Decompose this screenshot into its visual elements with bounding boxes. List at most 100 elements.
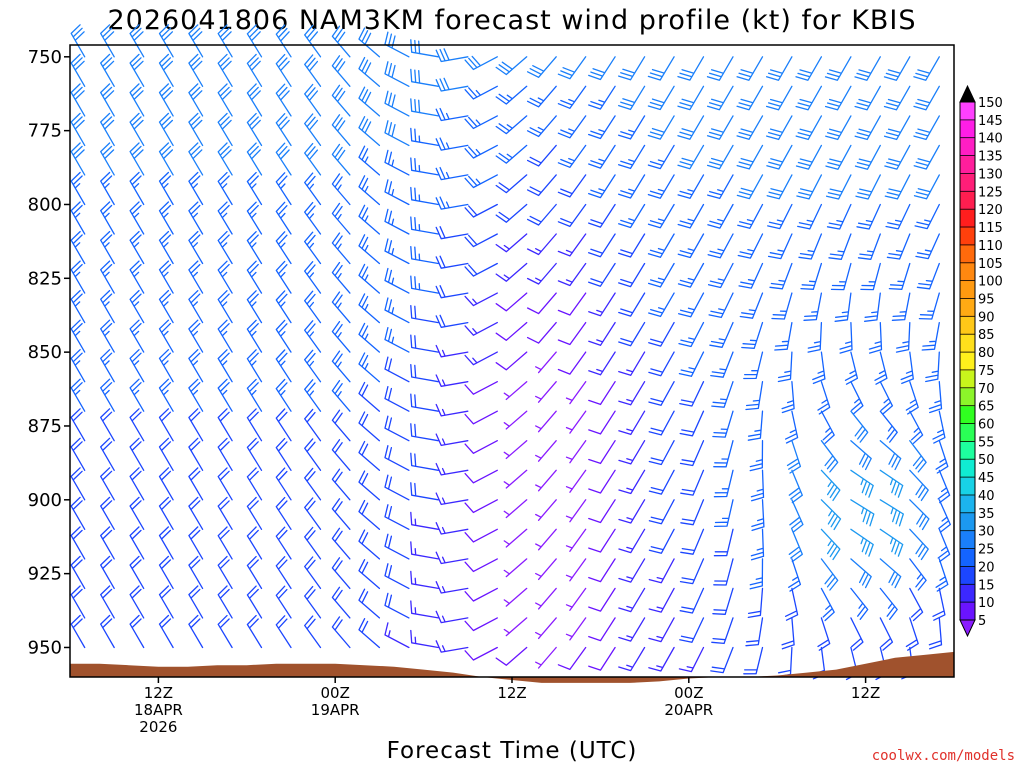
colorbar-label: 30 — [978, 525, 995, 540]
wind-barb — [886, 233, 911, 260]
wind-barb — [331, 379, 351, 412]
colorbar-max-arrow — [959, 84, 976, 103]
wind-barb — [331, 320, 351, 353]
wind-barb — [915, 233, 940, 260]
wind-barb — [188, 496, 204, 530]
wind-barb — [158, 142, 174, 176]
wind-barb — [435, 107, 469, 122]
wind-barb — [679, 617, 705, 643]
wind-barb — [158, 201, 174, 235]
wind-barb — [588, 85, 616, 110]
wind-barb — [557, 233, 587, 257]
wind-barb — [217, 467, 233, 501]
wind-barb — [495, 262, 528, 282]
wind-barb — [916, 262, 940, 290]
y-tick-label: 750 — [28, 47, 62, 68]
wind-barb — [677, 203, 705, 229]
wind-barb — [129, 83, 145, 117]
wind-barb — [503, 381, 528, 401]
colorbar-label: 65 — [978, 400, 995, 415]
colorbar-cell — [960, 477, 975, 496]
wind-barb — [678, 646, 705, 673]
wind-barb — [384, 149, 410, 176]
chart-title: 2026041806 NAM3KM forecast wind profile … — [107, 5, 916, 36]
wind-barb — [747, 587, 764, 619]
wind-barb — [618, 144, 646, 170]
wind-barb — [100, 319, 115, 353]
wind-barb — [618, 174, 646, 199]
wind-barb — [188, 230, 204, 265]
wind-barb — [435, 581, 469, 594]
wind-barb — [384, 90, 410, 117]
wind-barb — [648, 646, 675, 672]
wind-barb — [711, 381, 734, 408]
wind-barb — [275, 83, 292, 117]
wind-barb — [100, 201, 115, 235]
wind-barb — [100, 83, 115, 117]
wind-barbs — [70, 24, 951, 681]
wind-barb — [588, 646, 616, 671]
wind-barb — [275, 231, 292, 265]
wind-barb — [834, 292, 852, 322]
wind-barb — [158, 349, 174, 383]
wind-barb — [885, 203, 911, 230]
wind-barb — [679, 558, 705, 585]
wind-barb — [588, 292, 616, 317]
wind-barb — [158, 171, 174, 206]
wind-barb — [129, 408, 145, 442]
wind-barb — [188, 142, 204, 176]
wind-barb — [358, 618, 381, 649]
wind-barb — [495, 174, 528, 194]
wind-barb — [100, 555, 115, 590]
wind-barb — [766, 115, 793, 141]
wind-barb — [188, 83, 204, 117]
wind-barb — [503, 499, 528, 519]
colorbar-label: 85 — [978, 328, 995, 343]
wind-barb — [464, 203, 498, 218]
wind-barb — [331, 84, 351, 117]
wind-barb — [275, 260, 292, 294]
wind-barb — [100, 496, 115, 530]
wind-barb — [246, 112, 263, 147]
x-tick-label: 12Z — [144, 684, 173, 702]
wind-barb — [246, 171, 263, 206]
wind-barb — [914, 203, 940, 230]
wind-barb — [358, 263, 381, 294]
wind-barb — [807, 321, 823, 353]
wind-barb — [588, 56, 616, 81]
wind-barb — [503, 528, 528, 548]
wind-barb — [648, 469, 675, 495]
colorbar-label: 115 — [978, 221, 1003, 236]
wind-barb — [891, 292, 911, 321]
wind-barb — [557, 174, 587, 198]
wind-barb — [246, 201, 263, 235]
wind-barb — [217, 437, 233, 471]
wind-barb — [464, 410, 498, 425]
wind-barb — [879, 558, 902, 589]
wind-barb — [820, 469, 841, 502]
wind-barb — [565, 617, 587, 641]
wind-barb — [747, 410, 764, 441]
wind-barb — [713, 558, 734, 586]
wind-barb — [820, 587, 835, 622]
wind-barb — [928, 617, 943, 650]
wind-barb — [129, 260, 145, 294]
wind-barb — [795, 144, 823, 170]
wind-barb — [158, 112, 174, 147]
wind-barb — [495, 85, 528, 105]
wind-barb — [860, 262, 881, 291]
colorbar-label: 70 — [978, 382, 995, 397]
wind-barb — [246, 260, 263, 294]
wind-barb — [854, 115, 881, 141]
wind-barb — [358, 440, 381, 471]
wind-barb — [435, 226, 469, 240]
wind-barb — [188, 201, 204, 235]
colorbar-cell — [960, 227, 975, 246]
colorbar-cell — [960, 602, 975, 621]
credit-text: coolwx.com/models — [872, 748, 1015, 764]
wind-barb — [410, 452, 439, 471]
wind-barb — [830, 262, 852, 291]
wind-barb — [706, 85, 734, 111]
